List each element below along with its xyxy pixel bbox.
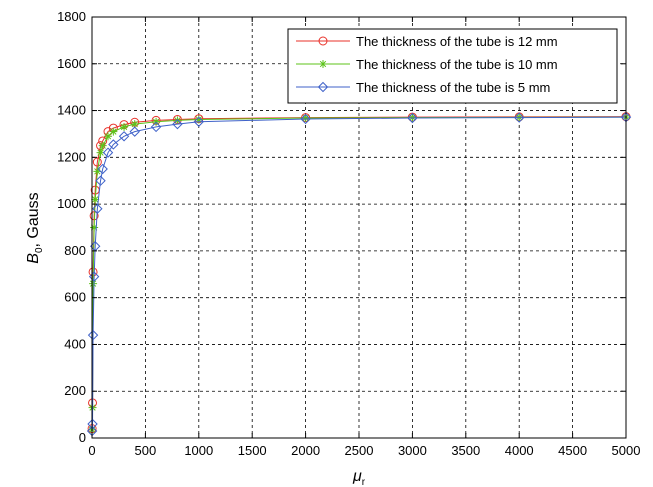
x-tick-label: 5000 <box>612 443 641 458</box>
y-tick-label: 1200 <box>57 149 86 164</box>
star-marker-stroke <box>92 196 99 203</box>
y-tick-label: 800 <box>64 243 86 258</box>
star-marker-stroke <box>99 142 106 149</box>
data-point <box>88 271 100 282</box>
data-point <box>109 127 118 136</box>
data-point <box>87 329 99 341</box>
data-point <box>150 121 162 133</box>
y-tick-label: 1400 <box>57 103 86 118</box>
legend-label: The thickness of the tube is 10 mm <box>356 57 558 72</box>
x-tick-label: 500 <box>135 443 157 458</box>
star-marker-stroke <box>104 133 112 140</box>
legend-entry-2: The thickness of the tube is 5 mm <box>296 80 550 95</box>
star-marker-stroke <box>97 149 104 156</box>
legend-entry-0: The thickness of the tube is 12 mm <box>296 34 558 49</box>
data-point <box>91 195 100 204</box>
star-marker-stroke <box>120 123 128 131</box>
data-point <box>97 163 108 175</box>
data-point <box>89 279 98 288</box>
series-line <box>91 116 627 432</box>
x-axis-label: μr <box>352 468 366 487</box>
legend-label: The thickness of the tube is 12 mm <box>356 34 558 49</box>
legend-marker <box>318 36 328 46</box>
y-axis-symbol: B <box>25 253 42 264</box>
data-point <box>120 122 129 131</box>
data-point <box>173 116 182 125</box>
y-tick-label: 0 <box>79 430 86 445</box>
data-point <box>98 141 107 150</box>
legend-entry-1: The thickness of the tube is 10 mm <box>296 57 558 72</box>
y-tick-label: 1000 <box>57 196 86 211</box>
data-point <box>102 147 114 158</box>
star-marker-stroke <box>319 60 327 68</box>
x-tick-label: 4000 <box>505 443 534 458</box>
data-point <box>193 116 205 127</box>
data-point <box>92 157 102 167</box>
legend-entries: The thickness of the tube is 12 mm The th… <box>296 34 558 95</box>
x-axis-symbol: μ <box>352 468 362 485</box>
data-point <box>108 139 119 150</box>
data-point <box>92 203 103 214</box>
x-axis-subscript: r <box>362 477 366 487</box>
legend-label: The thickness of the tube is 5 mm <box>356 80 550 95</box>
x-tick-label: 2500 <box>345 443 374 458</box>
y-axis-unit: , Gauss <box>25 192 42 247</box>
star-marker-stroke <box>110 128 117 135</box>
data-point <box>300 113 311 125</box>
star-marker-stroke <box>131 120 138 128</box>
data-point <box>87 418 98 430</box>
data-point <box>407 112 418 124</box>
data-point <box>513 112 525 123</box>
ticks: 0 500 1000 1500 2000 2500 3000 3500 4000 4500 5000… <box>57 9 640 458</box>
star-marker-stroke <box>174 117 181 124</box>
y-tick-label: 600 <box>64 290 86 305</box>
data-point <box>118 131 130 142</box>
y-tick-label: 1800 <box>57 9 86 24</box>
x-tick-label: 3500 <box>451 443 480 458</box>
data-point <box>104 132 113 141</box>
y-axis-label: B0, Gauss <box>25 192 45 263</box>
y-tick-label: 200 <box>64 383 86 398</box>
star-marker-stroke <box>195 116 202 123</box>
data-point <box>95 175 106 186</box>
x-tick-label: 1500 <box>238 443 267 458</box>
legend: The thickness of the tube is 12 mm The th… <box>287 28 618 104</box>
x-tick-label: 4500 <box>558 443 587 458</box>
x-tick-label: 2000 <box>291 443 320 458</box>
x-tick-label: 0 <box>88 443 95 458</box>
y-tick-label: 400 <box>64 336 86 351</box>
legend-marker <box>319 60 327 68</box>
data-point <box>129 126 140 137</box>
star-marker-stroke <box>89 280 97 287</box>
legend-marker <box>317 81 329 93</box>
x-tick-label: 1000 <box>184 443 213 458</box>
y-axis-subscript: 0 <box>34 247 45 253</box>
data-point <box>172 118 183 130</box>
y-tick-label: 1600 <box>57 56 86 71</box>
x-tick-label: 3000 <box>398 443 427 458</box>
